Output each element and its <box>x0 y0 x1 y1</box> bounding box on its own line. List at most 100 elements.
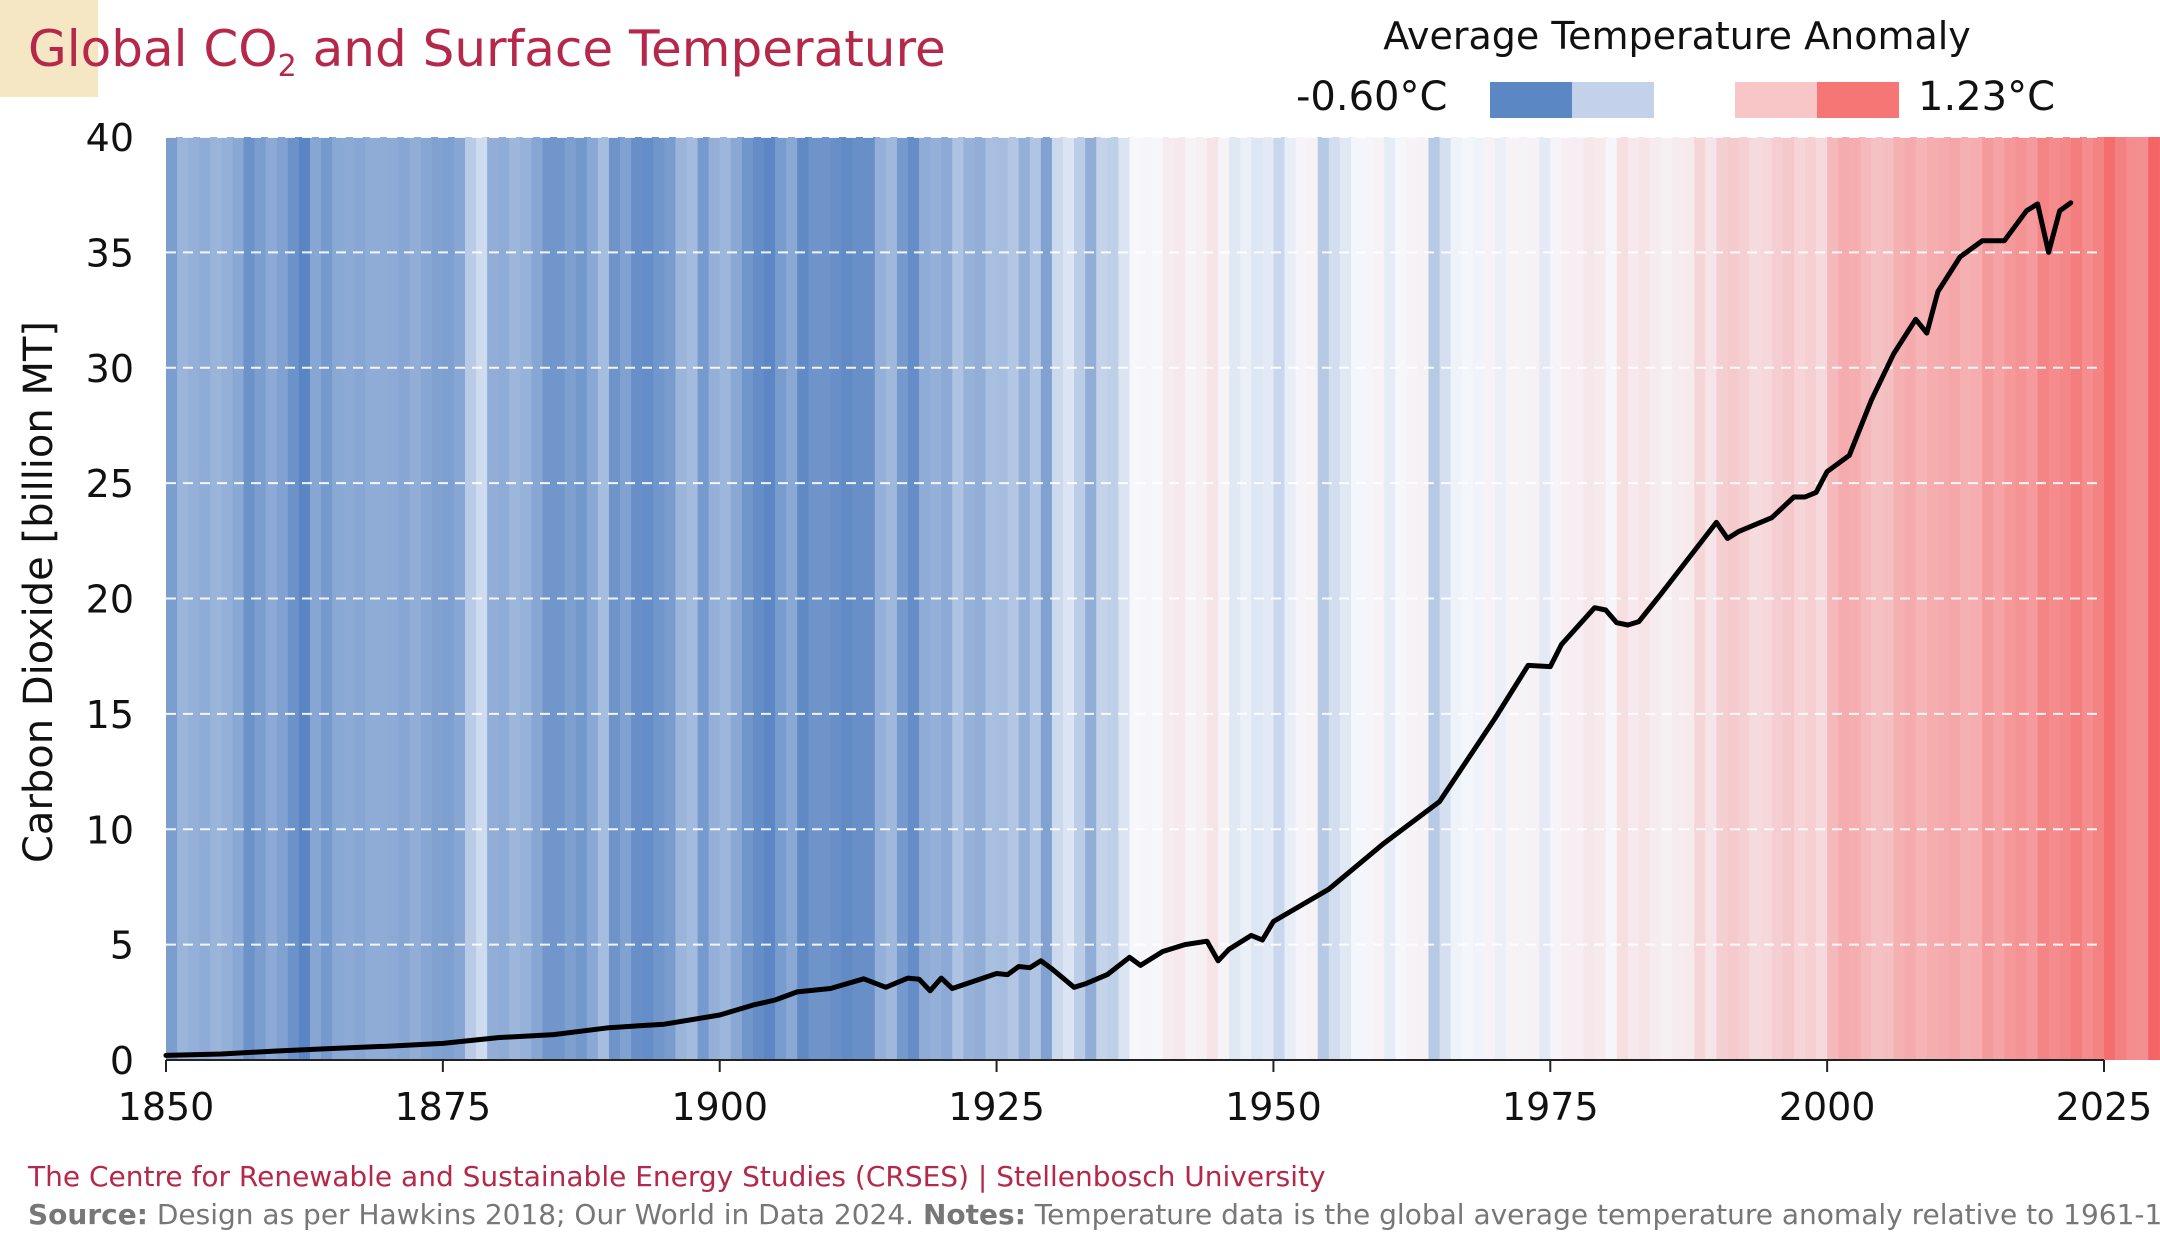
temperature-stripe-1857 <box>243 137 256 1060</box>
temperature-stripe-2028 <box>2137 137 2149 1060</box>
temperature-stripe-2025 <box>2104 137 2116 1060</box>
temperature-stripe-1886 <box>564 137 577 1060</box>
x-tick-label-2000: 2000 <box>1779 1085 1876 1129</box>
temperature-stripe-1863 <box>309 137 322 1060</box>
temperature-stripe-2009 <box>1926 137 1939 1060</box>
temperature-stripe-1906 <box>786 137 798 1060</box>
temperature-stripe-1860 <box>276 137 289 1060</box>
temperature-stripe-1972 <box>1517 137 1529 1060</box>
temperature-stripe-2021 <box>2059 137 2072 1060</box>
temperature-stripe-1938 <box>1140 137 1153 1060</box>
temperature-stripe-1929 <box>1040 137 1053 1060</box>
y-tick-label-40: 40 <box>86 116 134 160</box>
x-tick-label-1850: 1850 <box>118 1085 215 1129</box>
temperature-stripe-1869 <box>376 137 389 1060</box>
y-tick-label-20: 20 <box>86 578 134 622</box>
y-tick-labels: 0 5 10 15 20 25 30 35 40 <box>86 116 134 1083</box>
temperature-stripe-2015 <box>1993 137 2005 1060</box>
chart-title-rest: and Surface Temperature <box>296 20 946 78</box>
temperature-stripe-1917 <box>907 137 920 1060</box>
temperature-stripe-1892 <box>631 137 643 1060</box>
co2-line <box>163 200 2074 1058</box>
temperature-stripe-2007 <box>1904 137 1917 1060</box>
x-tick-label-1950: 1950 <box>1225 1085 1322 1129</box>
footer-source: Source: Design as per Hawkins 2018; Our … <box>28 1198 2160 1231</box>
temperature-stripe-2004 <box>1871 137 1884 1060</box>
y-tick-label-25: 25 <box>86 462 134 506</box>
temperature-stripe-1851 <box>177 137 189 1060</box>
x-tick-label-1900: 1900 <box>671 1085 768 1129</box>
temperature-stripe-1943 <box>1195 137 1208 1060</box>
chart-title-main: Global CO <box>28 20 278 78</box>
legend-min-label: -0.60°C <box>1296 74 1448 120</box>
x-tick-label-1875: 1875 <box>394 1085 491 1129</box>
legend-swatch-warm-dark <box>1817 82 1899 118</box>
temperature-stripe-1995 <box>1771 137 1784 1060</box>
temperature-stripe-1897 <box>686 137 699 1060</box>
temperature-stripe-1998 <box>1804 137 1817 1060</box>
temperature-stripe-1949 <box>1262 137 1275 1060</box>
temperature-stripe-1941 <box>1173 137 1186 1060</box>
footer-credit: The Centre for Renewable and Sustainable… <box>28 1160 1326 1193</box>
title-accent-box <box>0 0 98 97</box>
temperature-stripe-1966 <box>1450 137 1463 1060</box>
temperature-stripe-1898 <box>697 137 710 1060</box>
temperature-stripe-1877 <box>465 137 477 1060</box>
legend-swatch-cold-dark <box>1490 82 1572 118</box>
co2-series <box>163 200 2074 1058</box>
temperature-stripe-1961 <box>1395 137 1407 1060</box>
temperature-stripe-1923 <box>974 137 987 1060</box>
temperature-stripe-1855 <box>221 137 234 1060</box>
temperature-stripe-1955 <box>1328 137 1341 1060</box>
temperature-stripe-1895 <box>664 137 677 1060</box>
temperature-stripe-1909 <box>819 137 832 1060</box>
axes <box>165 1059 2105 1072</box>
temperature-stripe-1889 <box>597 137 610 1060</box>
temperature-stripe-2006 <box>1893 137 1906 1060</box>
temperature-stripe-2026 <box>2115 137 2127 1060</box>
temperature-stripe-1918 <box>919 137 931 1060</box>
temperature-stripe-1926 <box>1007 137 1020 1060</box>
y-axis-label: Carbon Dioxide [billion MT] <box>16 321 62 863</box>
temperature-stripe-1915 <box>885 137 898 1060</box>
y-tick-label-30: 30 <box>86 347 134 391</box>
x-tick-labels: 1850 1875 1900 1925 1950 1975 2000 2025 <box>118 1085 2153 1129</box>
temperature-stripe-2012 <box>1960 137 1972 1060</box>
legend-title: Average Temperature Anomaly <box>1383 14 1971 58</box>
temperature-stripe-1964 <box>1428 137 1441 1060</box>
temperature-stripe-1852 <box>188 137 200 1060</box>
notes-label: Notes: <box>922 1198 1026 1231</box>
x-tick-label-1975: 1975 <box>1502 1085 1599 1129</box>
source-text: Design as per Hawkins 2018; Our World in… <box>147 1198 923 1231</box>
temperature-stripe-2029 <box>2148 137 2160 1060</box>
y-tick-label-0: 0 <box>110 1039 134 1083</box>
temperature-stripe-1946 <box>1229 137 1241 1060</box>
temperature-stripe-1920 <box>941 137 953 1060</box>
temperature-stripe-1981 <box>1616 137 1629 1060</box>
temperature-stripe-1872 <box>409 137 422 1060</box>
y-tick-label-10: 10 <box>86 808 134 852</box>
temperature-stripe-1986 <box>1672 137 1684 1060</box>
x-tick-label-1925: 1925 <box>948 1085 1045 1129</box>
temperature-stripe-1963 <box>1417 137 1430 1060</box>
temperature-stripe-1952 <box>1295 137 1308 1060</box>
chart-title-subscript: 2 <box>277 49 297 84</box>
temperature-stripe-1854 <box>210 137 222 1060</box>
temperature-stripes <box>166 137 2160 1060</box>
temperature-stripe-2024 <box>2092 137 2105 1060</box>
temperature-stripe-1989 <box>1705 137 1717 1060</box>
temperature-stripe-1866 <box>343 137 355 1060</box>
temperature-stripe-1912 <box>852 137 865 1060</box>
temperature-stripe-1880 <box>498 137 510 1060</box>
legend-swatch-cold-light <box>1572 82 1654 118</box>
grid-lines <box>166 136 2104 946</box>
notes-text: Temperature data is the global average t… <box>1025 1198 2160 1231</box>
temperature-stripe-1983 <box>1638 137 1651 1060</box>
legend-swatch-warm-light <box>1735 82 1817 118</box>
y-tick-label-15: 15 <box>86 693 134 737</box>
temperature-stripe-1932 <box>1074 137 1086 1060</box>
source-label: Source: <box>28 1198 148 1231</box>
y-tick-label-35: 35 <box>86 231 134 275</box>
temperature-stripe-1958 <box>1362 137 1374 1060</box>
